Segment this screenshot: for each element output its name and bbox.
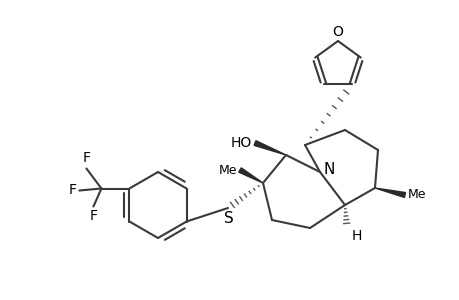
Text: N: N <box>323 163 335 178</box>
Polygon shape <box>238 168 263 183</box>
Text: F: F <box>89 209 97 224</box>
Text: F: F <box>68 184 76 197</box>
Polygon shape <box>374 188 405 197</box>
Text: Me: Me <box>218 164 236 176</box>
Polygon shape <box>253 141 285 155</box>
Text: HO: HO <box>230 136 252 150</box>
Text: Me: Me <box>407 188 425 202</box>
Text: F: F <box>82 152 90 166</box>
Text: H: H <box>351 229 362 243</box>
Text: S: S <box>224 211 233 226</box>
Text: O: O <box>332 25 343 39</box>
